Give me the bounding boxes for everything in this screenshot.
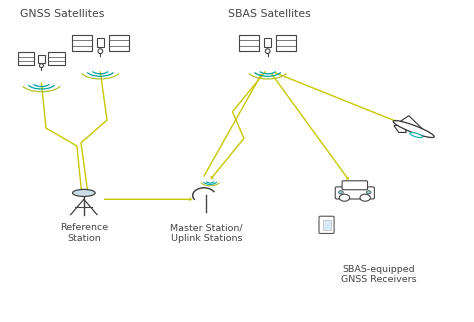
Bar: [264, 38, 272, 47]
Ellipse shape: [39, 64, 44, 68]
Text: SBAS-equipped
GNSS Receivers: SBAS-equipped GNSS Receivers: [340, 265, 416, 284]
FancyBboxPatch shape: [335, 187, 374, 199]
Ellipse shape: [73, 189, 95, 196]
Bar: [239, 35, 259, 51]
Text: Reference
Station: Reference Station: [60, 223, 108, 243]
Text: Master Station/
Uplink Stations: Master Station/ Uplink Stations: [170, 223, 243, 243]
Circle shape: [360, 194, 370, 201]
Polygon shape: [394, 124, 406, 132]
Circle shape: [366, 191, 371, 194]
Ellipse shape: [98, 49, 103, 53]
Bar: [97, 38, 104, 47]
Bar: [18, 52, 35, 65]
FancyBboxPatch shape: [342, 181, 367, 190]
Bar: [276, 35, 296, 51]
Circle shape: [338, 191, 343, 194]
Text: SBAS Satellites: SBAS Satellites: [228, 9, 310, 19]
Bar: [48, 52, 64, 65]
Ellipse shape: [265, 49, 270, 53]
Text: GNSS Satellites: GNSS Satellites: [20, 9, 105, 19]
Circle shape: [339, 194, 350, 201]
Polygon shape: [399, 116, 426, 132]
Bar: [109, 35, 128, 51]
Bar: [38, 55, 45, 62]
Bar: [322, 220, 330, 230]
Ellipse shape: [410, 133, 422, 137]
FancyBboxPatch shape: [319, 216, 334, 233]
Ellipse shape: [393, 121, 434, 137]
Bar: [72, 35, 92, 51]
